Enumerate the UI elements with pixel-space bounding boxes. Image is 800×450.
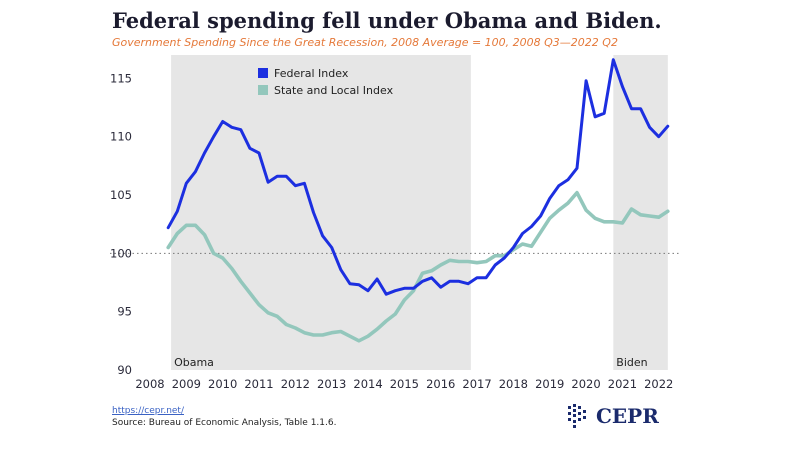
x-tick-label: 2019 xyxy=(535,377,564,391)
y-tick-label: 110 xyxy=(110,130,132,144)
y-tick-label: 115 xyxy=(110,71,132,85)
legend-label-state-local: State and Local Index xyxy=(274,84,394,97)
x-tick-label: 2018 xyxy=(499,377,528,391)
x-tick-label: 2015 xyxy=(390,377,419,391)
x-tick-label: 2008 xyxy=(135,377,164,391)
x-tick-label: 2012 xyxy=(281,377,310,391)
x-tick-label: 2011 xyxy=(244,377,273,391)
y-tick-label: 90 xyxy=(117,363,132,377)
series-line-federal xyxy=(166,58,670,296)
legend-swatch-federal xyxy=(258,68,268,78)
x-tick-label: 2014 xyxy=(353,377,382,391)
y-tick-label: 100 xyxy=(110,246,132,260)
x-tick-label: 2010 xyxy=(208,377,237,391)
y-tick-label: 105 xyxy=(110,188,132,202)
cepr-logo-text: CEPR xyxy=(596,404,659,428)
x-tick-label: 2022 xyxy=(644,377,673,391)
chart-title: Federal spending fell under Obama and Bi… xyxy=(112,8,662,33)
source-link[interactable]: https://cepr.net/ xyxy=(112,406,184,416)
legend-label-federal: Federal Index xyxy=(274,67,349,80)
x-tick-label: 2017 xyxy=(462,377,491,391)
x-tick-label: 2021 xyxy=(608,377,637,391)
x-tick-label: 2016 xyxy=(426,377,455,391)
cepr-logo-icon xyxy=(568,404,586,428)
x-tick-label: 2009 xyxy=(172,377,201,391)
chart-subtitle: Government Spending Since the Great Rece… xyxy=(112,36,618,49)
x-tick-label: 2020 xyxy=(571,377,600,391)
cepr-logo: CEPR xyxy=(566,402,659,432)
shaded-period-obama xyxy=(171,55,471,370)
source-note: Source: Bureau of Economic Analysis, Tab… xyxy=(112,418,337,428)
series-line-state-local xyxy=(166,190,670,343)
shaded-period-label-biden: Biden xyxy=(616,356,647,369)
shaded-period-label-obama: Obama xyxy=(174,356,214,369)
y-tick-label: 95 xyxy=(117,305,132,319)
x-tick-label: 2013 xyxy=(317,377,346,391)
shaded-period-biden xyxy=(613,55,668,370)
legend-swatch-state-local xyxy=(258,85,268,95)
